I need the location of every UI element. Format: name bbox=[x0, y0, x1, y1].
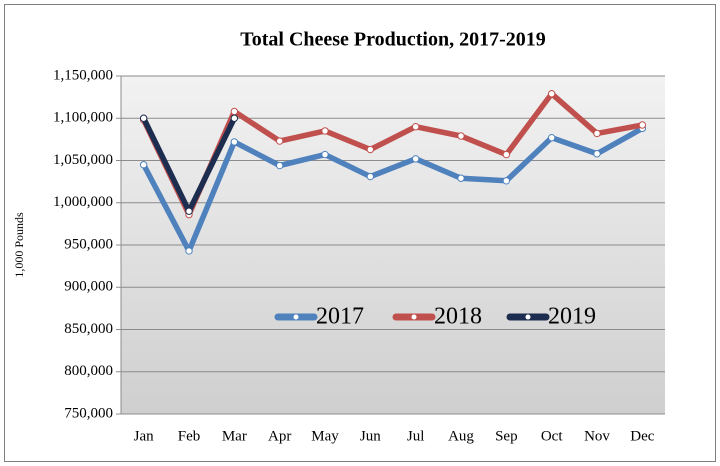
legend-marker bbox=[293, 314, 299, 320]
y-tick-label: 900,000 bbox=[64, 279, 113, 295]
data-point bbox=[230, 138, 239, 146]
y-tick-label: 1,000,000 bbox=[53, 194, 113, 210]
data-point bbox=[139, 114, 148, 122]
legend-item: 2018 bbox=[392, 304, 482, 330]
x-tick-label: Jun bbox=[360, 428, 381, 444]
legend-item: 2017 bbox=[274, 304, 364, 330]
data-point bbox=[547, 133, 556, 142]
x-tick-label: Jul bbox=[407, 428, 425, 444]
x-tick-label: May bbox=[311, 428, 339, 444]
x-tick-label: Apr bbox=[268, 428, 291, 444]
y-tick-label: 1,050,000 bbox=[53, 152, 113, 168]
series-line bbox=[141, 125, 644, 254]
data-point bbox=[230, 114, 239, 122]
y-tick-label: 1,100,000 bbox=[53, 110, 113, 126]
legend-label: 2017 bbox=[316, 304, 364, 330]
data-point bbox=[502, 177, 511, 185]
data-point bbox=[638, 121, 647, 129]
chart-title: Total Cheese Production, 2017-2019 bbox=[240, 29, 546, 51]
x-tick-label: Sep bbox=[495, 428, 518, 444]
data-point bbox=[411, 123, 420, 131]
data-point bbox=[411, 155, 420, 163]
data-point bbox=[321, 150, 329, 159]
x-tick-label: Dec bbox=[630, 428, 654, 444]
y-tick-label: 800,000 bbox=[64, 363, 113, 379]
data-point bbox=[275, 161, 284, 170]
data-point bbox=[366, 172, 375, 181]
data-point bbox=[275, 137, 284, 145]
data-point bbox=[230, 107, 239, 116]
data-point bbox=[593, 129, 601, 138]
x-tick-label: Oct bbox=[541, 428, 563, 444]
legend-label: 2018 bbox=[434, 304, 482, 330]
data-point bbox=[547, 90, 556, 98]
data-point bbox=[321, 127, 329, 135]
x-tick-label: Nov bbox=[584, 428, 610, 444]
x-tick-label: Jan bbox=[134, 428, 154, 444]
x-tick-label: Aug bbox=[448, 428, 474, 444]
legend-marker bbox=[411, 314, 417, 320]
data-point bbox=[185, 207, 193, 215]
data-point bbox=[185, 247, 193, 255]
data-point bbox=[502, 150, 511, 159]
data-point bbox=[593, 150, 601, 158]
y-tick-label: 750,000 bbox=[64, 405, 113, 421]
x-tick-label: Feb bbox=[178, 428, 201, 444]
legend-marker bbox=[525, 314, 531, 320]
data-point bbox=[139, 161, 148, 169]
legend-item: 2019 bbox=[506, 304, 596, 330]
data-point bbox=[457, 174, 465, 182]
x-tick-label: Mar bbox=[222, 428, 247, 444]
data-point bbox=[366, 145, 375, 154]
y-axis-label: 1,000 Pounds bbox=[12, 212, 26, 278]
y-tick-label: 950,000 bbox=[64, 236, 113, 252]
y-tick-label: 850,000 bbox=[64, 321, 113, 337]
legend-label: 2019 bbox=[548, 304, 596, 330]
y-tick-label: 1,150,000 bbox=[53, 67, 113, 83]
data-point bbox=[457, 132, 465, 140]
